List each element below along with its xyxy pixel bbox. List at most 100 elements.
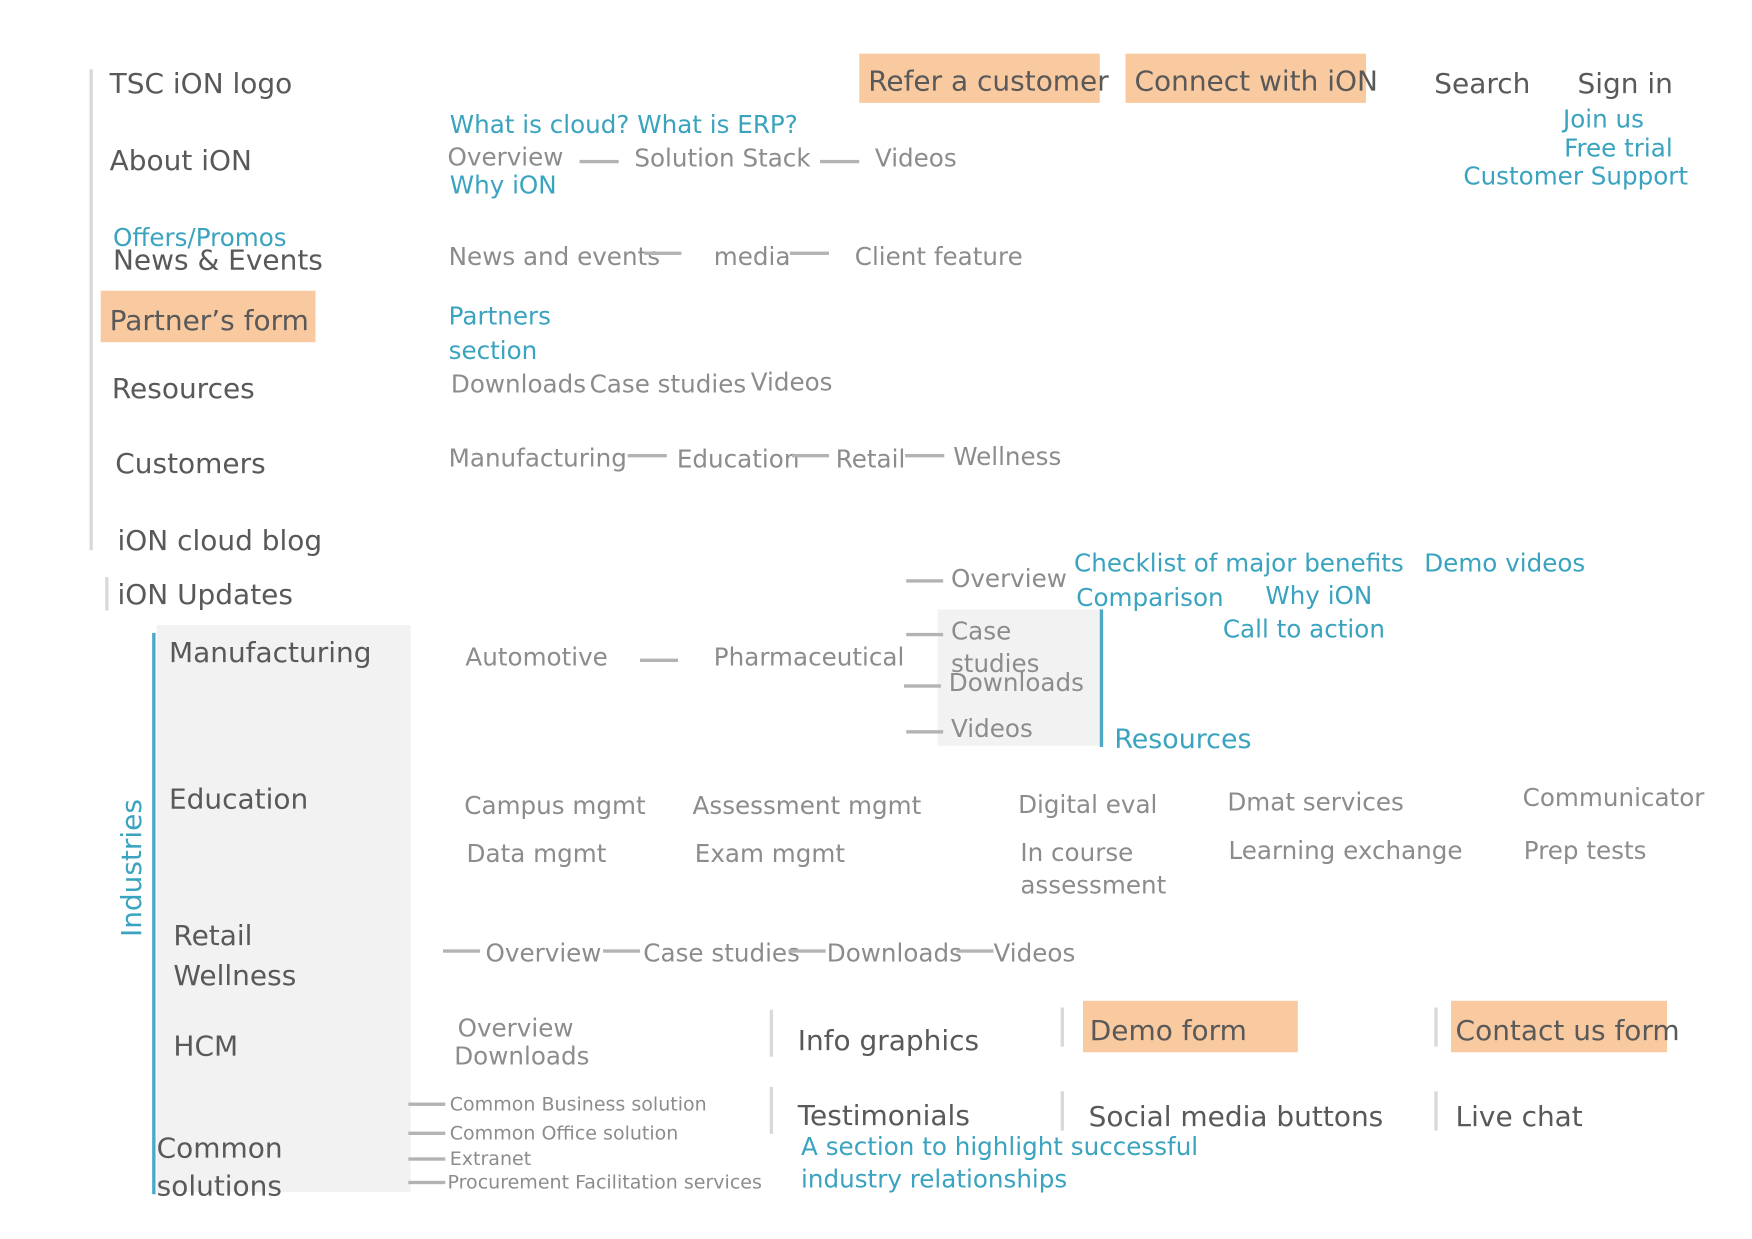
manufacturing-overview[interactable]: Overview <box>950 565 1067 594</box>
checklist-link[interactable]: Checklist of major benefits <box>1074 550 1404 579</box>
common-solutions-line1[interactable]: Common <box>156 1131 283 1165</box>
education-campus[interactable]: Campus mgmt <box>464 792 646 821</box>
join-link[interactable]: Join us <box>1562 106 1644 135</box>
divider <box>1060 1007 1064 1047</box>
resources-downloads[interactable]: Downloads <box>450 371 587 400</box>
partners-form-button[interactable]: Partner’s form <box>100 290 316 343</box>
manufacturing-why-ion[interactable]: Why iON <box>1265 582 1373 611</box>
highlight-line1: A section to highlight successful <box>801 1133 1199 1162</box>
connector <box>408 1180 446 1185</box>
connector <box>906 579 944 583</box>
manufacturing-automotive[interactable]: Automotive <box>465 644 608 673</box>
resources-videos[interactable]: Videos <box>750 369 833 397</box>
divider <box>1434 1091 1438 1131</box>
common-procurement[interactable]: Procurement Facilitation services <box>447 1171 762 1195</box>
industry-wellness[interactable]: Wellness <box>173 959 297 992</box>
rw-videos[interactable]: Videos <box>993 940 1076 969</box>
hcm-downloads[interactable]: Downloads <box>454 1043 590 1072</box>
live-chat[interactable]: Live chat <box>1455 1100 1583 1133</box>
nav-about[interactable]: About iON <box>109 144 252 177</box>
comparison-link[interactable]: Comparison <box>1076 584 1224 613</box>
why-ion-link[interactable]: Why iON <box>449 172 557 201</box>
connector <box>905 453 945 458</box>
connector <box>792 453 830 458</box>
resources-case-studies[interactable]: Case studies <box>589 371 747 400</box>
connect-ion-button[interactable]: Connect with iON <box>1125 53 1378 103</box>
education-incourse-line1[interactable]: In course <box>1020 839 1134 868</box>
industry-retail[interactable]: Retail <box>173 919 253 952</box>
customers-education[interactable]: Education <box>676 446 800 475</box>
manufacturing-case-line2[interactable]: studies <box>950 650 1040 679</box>
demo-form-button[interactable]: Demo form <box>1082 1000 1298 1053</box>
contact-form-button[interactable]: Contact us form <box>1451 1000 1680 1053</box>
nav-resources[interactable]: Resources <box>111 372 255 405</box>
education-exam[interactable]: Exam mgmt <box>694 840 846 869</box>
news-events-link[interactable]: News and events <box>448 243 661 272</box>
customers-retail[interactable]: Retail <box>835 446 906 475</box>
connector <box>644 251 682 255</box>
offers-link[interactable]: Offers/Promos <box>112 224 287 253</box>
social-buttons[interactable]: Social media buttons <box>1088 1100 1384 1133</box>
about-solution-stack[interactable]: Solution Stack <box>634 145 811 174</box>
cta-link[interactable]: Call to action <box>1222 616 1385 645</box>
connector <box>443 949 480 953</box>
demo-videos-link[interactable]: Demo videos <box>1424 550 1586 579</box>
search-link[interactable]: Search <box>1434 67 1531 100</box>
connector <box>579 159 619 164</box>
rw-case-studies[interactable]: Case studies <box>643 940 800 969</box>
cloud-erp-link[interactable]: What is cloud? What is ERP? <box>449 111 798 140</box>
industry-education[interactable]: Education <box>168 782 309 816</box>
education-data[interactable]: Data mgmt <box>466 840 607 869</box>
nav-news[interactable]: News & Events <box>112 243 323 277</box>
education-dmat[interactable]: Dmat services <box>1227 789 1404 818</box>
customers-manufacturing[interactable]: Manufacturing <box>448 445 627 473</box>
industry-manufacturing[interactable]: Manufacturing <box>168 636 372 669</box>
support-link[interactable]: Customer Support <box>1463 163 1689 192</box>
divider <box>769 1086 774 1134</box>
common-office[interactable]: Common Office solution <box>449 1122 679 1146</box>
manufacturing-downloads[interactable]: Downloads <box>948 669 1084 698</box>
trial-link[interactable]: Free trial <box>1564 135 1673 164</box>
manufacturing-case-line1[interactable]: Case <box>950 618 1012 647</box>
education-learning[interactable]: Learning exchange <box>1228 837 1463 866</box>
partners-section-line1[interactable]: Partners <box>448 303 551 331</box>
education-communicator[interactable]: Communicator <box>1522 784 1705 813</box>
info-graphics[interactable]: Info graphics <box>797 1024 980 1057</box>
education-prep[interactable]: Prep tests <box>1523 837 1647 866</box>
rw-overview[interactable]: Overview <box>485 940 602 969</box>
refer-customer-button[interactable]: Refer a customer <box>859 53 1109 103</box>
connector <box>639 658 678 662</box>
manufacturing-resources[interactable]: Resources <box>1114 723 1252 755</box>
media-link[interactable]: media <box>713 243 791 272</box>
left-nav-bar <box>89 69 93 551</box>
about-overview[interactable]: Overview <box>447 144 564 173</box>
partners-section-line2[interactable]: section <box>448 337 538 366</box>
common-business[interactable]: Common Business solution <box>449 1093 707 1116</box>
connector <box>903 684 941 688</box>
nav-blog[interactable]: iON cloud blog <box>117 524 323 557</box>
industries-bar <box>152 632 156 1195</box>
connector <box>906 632 944 637</box>
manufacturing-pharmaceutical[interactable]: Pharmaceutical <box>713 644 905 673</box>
nav-customers[interactable]: Customers <box>115 447 266 480</box>
rw-downloads[interactable]: Downloads <box>826 940 962 969</box>
education-digital[interactable]: Digital eval <box>1018 791 1158 820</box>
client-feature-link[interactable]: Client feature <box>854 243 1023 272</box>
education-assessment[interactable]: Assessment mgmt <box>692 792 922 821</box>
manufacturing-videos[interactable]: Videos <box>950 715 1033 744</box>
hcm-overview[interactable]: Overview <box>457 1015 574 1044</box>
common-solutions-line2[interactable]: solutions <box>156 1169 282 1203</box>
connector <box>956 949 994 953</box>
about-videos[interactable]: Videos <box>874 145 957 174</box>
testimonials[interactable]: Testimonials <box>797 1099 970 1132</box>
customers-wellness[interactable]: Wellness <box>953 443 1062 472</box>
education-incourse-line2[interactable]: assessment <box>1020 872 1167 901</box>
nav-updates[interactable]: iON Updates <box>117 578 293 611</box>
signin-link[interactable]: Sign in <box>1577 67 1673 100</box>
connector <box>627 453 667 458</box>
industry-hcm[interactable]: HCM <box>173 1029 239 1063</box>
divider <box>1060 1091 1064 1131</box>
logo[interactable]: TSC iON logo <box>109 67 293 100</box>
connector <box>820 159 860 164</box>
common-extranet[interactable]: Extranet <box>449 1148 532 1171</box>
